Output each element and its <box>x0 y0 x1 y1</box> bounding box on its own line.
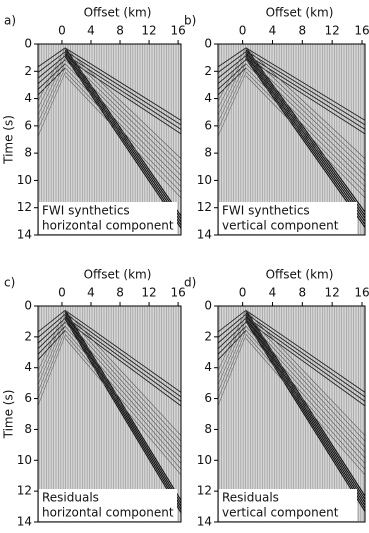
x-tick-label: 12 <box>325 286 340 300</box>
panel: c)Offset (km)048121602468101214Time (s)R… <box>2 268 186 529</box>
y-axis-title: Time (s) <box>2 390 16 440</box>
caption-line: horizontal component <box>42 219 174 233</box>
x-tick-label: 0 <box>58 24 66 38</box>
y-tick-label: 0 <box>24 299 32 313</box>
y-tick-label: 2 <box>24 64 32 78</box>
y-tick-label: 4 <box>24 360 32 374</box>
caption-line: horizontal component <box>42 506 174 520</box>
y-tick-label: 8 <box>204 146 212 160</box>
y-tick-label: 6 <box>24 118 32 132</box>
y-tick-label: 2 <box>204 64 212 78</box>
x-tick-label: 8 <box>298 24 306 38</box>
y-tick-label: 12 <box>17 484 32 498</box>
y-tick-label: 8 <box>24 422 32 436</box>
y-tick-label: 10 <box>17 453 32 467</box>
x-tick-label: 12 <box>141 24 156 38</box>
y-tick-label: 14 <box>17 228 32 242</box>
x-axis-title: Offset (km) <box>266 6 334 20</box>
panel-label: b) <box>184 14 196 28</box>
x-tick-label: 4 <box>87 24 95 38</box>
y-tick-label: 6 <box>204 391 212 405</box>
y-tick-label: 0 <box>24 37 32 51</box>
y-tick-label: 10 <box>17 173 32 187</box>
caption-line: vertical component <box>222 219 339 233</box>
y-tick-label: 0 <box>204 299 212 313</box>
x-tick-label: 8 <box>116 24 124 38</box>
x-tick-label: 0 <box>58 286 66 300</box>
y-tick-label: 4 <box>204 360 212 374</box>
y-tick-label: 12 <box>197 200 212 214</box>
x-tick-label: 8 <box>298 286 306 300</box>
panel: a)Offset (km)048121602468101214Time (s)F… <box>2 6 186 242</box>
y-tick-label: 10 <box>197 453 212 467</box>
panel-label: c) <box>4 276 15 290</box>
x-tick-label: 16 <box>354 24 369 38</box>
x-tick-label: 12 <box>325 24 340 38</box>
x-tick-label: 4 <box>87 286 95 300</box>
x-tick-label: 4 <box>269 24 277 38</box>
y-tick-label: 6 <box>24 391 32 405</box>
panel: b) Offset (km) 0 4 8 12 16 0 2 4 6 8 10 12 14 FWI synth… <box>184 6 369 242</box>
y-tick-label: 12 <box>17 200 32 214</box>
x-axis-title: Offset (km) <box>84 6 152 20</box>
x-tick-label: 4 <box>269 286 277 300</box>
y-tick-label: 6 <box>204 118 212 132</box>
caption-line: Residuals <box>222 491 279 505</box>
y-axis-title: Time (s) <box>2 115 16 165</box>
y-tick-label: 10 <box>197 173 212 187</box>
y-tick-label: 8 <box>204 422 212 436</box>
caption-line: vertical component <box>222 506 339 520</box>
y-tick-label: 14 <box>17 515 32 529</box>
x-tick-label: 16 <box>354 286 369 300</box>
y-tick-label: 2 <box>204 329 212 343</box>
caption-line: Residuals <box>42 491 99 505</box>
y-tick-label: 4 <box>204 91 212 105</box>
x-tick-label: 0 <box>239 24 247 38</box>
caption-line: FWI synthetics <box>222 204 310 218</box>
x-tick-label: 12 <box>141 286 156 300</box>
y-tick-label: 14 <box>197 515 212 529</box>
figure: a) Offset (km) 0 4 8 12 16 0 2 4 6 8 10 12 14 Time (s) F… <box>0 0 369 533</box>
x-axis-title: Offset (km) <box>266 268 334 282</box>
y-tick-label: 2 <box>24 329 32 343</box>
x-tick-label: 0 <box>239 286 247 300</box>
caption-line: FWI synthetics <box>42 204 130 218</box>
y-tick-label: 4 <box>24 91 32 105</box>
y-tick-label: 8 <box>24 146 32 160</box>
x-tick-label: 8 <box>116 286 124 300</box>
y-tick-label: 0 <box>204 37 212 51</box>
panel-label: a) <box>4 14 16 28</box>
panel: d) Offset (km) 0 4 8 12 16 0 2 4 6 8 10 12 14 Residuals… <box>184 268 369 529</box>
panel-label: d) <box>184 276 196 290</box>
x-axis-title: Offset (km) <box>84 268 152 282</box>
y-tick-label: 14 <box>197 228 212 242</box>
y-tick-label: 12 <box>197 484 212 498</box>
